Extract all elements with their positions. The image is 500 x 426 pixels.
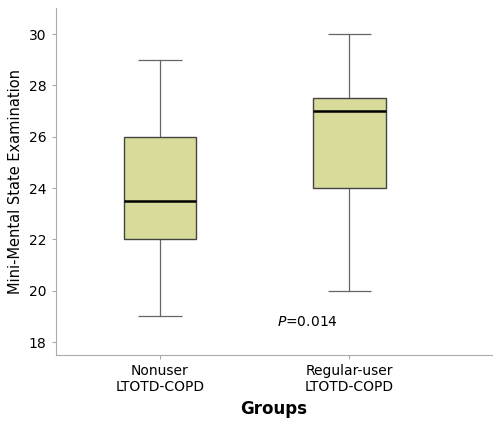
X-axis label: Groups: Groups — [240, 400, 307, 417]
Bar — [314, 98, 386, 188]
Bar — [124, 137, 196, 239]
Text: $\it{P}$=0.014: $\it{P}$=0.014 — [278, 315, 338, 329]
Y-axis label: Mini-Mental State Examination: Mini-Mental State Examination — [8, 69, 24, 294]
